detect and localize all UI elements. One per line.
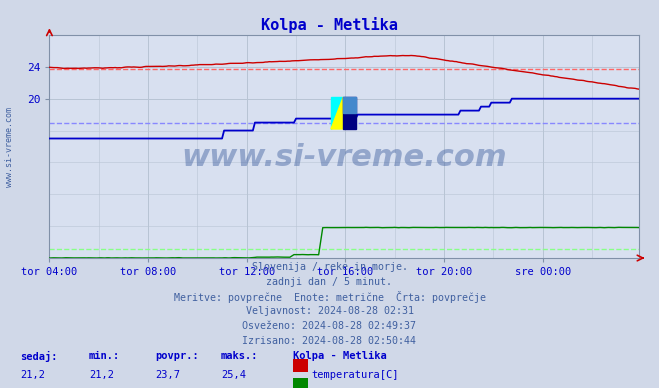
Text: Kolpa - Metlika: Kolpa - Metlika xyxy=(261,17,398,33)
Text: povpr.:: povpr.: xyxy=(155,351,198,361)
Text: Izrisano: 2024-08-28 02:50:44: Izrisano: 2024-08-28 02:50:44 xyxy=(243,336,416,346)
Text: Osveženo: 2024-08-28 02:49:37: Osveženo: 2024-08-28 02:49:37 xyxy=(243,321,416,331)
Text: Kolpa - Metlika: Kolpa - Metlika xyxy=(293,351,387,361)
Text: Meritve: povprečne  Enote: metrične  Črta: povprečje: Meritve: povprečne Enote: metrične Črta:… xyxy=(173,291,486,303)
Text: www.si-vreme.com: www.si-vreme.com xyxy=(5,107,14,187)
Text: min.:: min.: xyxy=(89,351,120,361)
Polygon shape xyxy=(343,97,356,129)
Text: www.si-vreme.com: www.si-vreme.com xyxy=(181,143,507,172)
Text: zadnji dan / 5 minut.: zadnji dan / 5 minut. xyxy=(266,277,393,287)
Text: 21,2: 21,2 xyxy=(89,370,114,380)
Text: sedaj:: sedaj: xyxy=(20,351,57,362)
Text: maks.:: maks.: xyxy=(221,351,258,361)
Text: Veljavnost: 2024-08-28 02:31: Veljavnost: 2024-08-28 02:31 xyxy=(246,306,413,316)
Polygon shape xyxy=(343,97,356,113)
Text: temperatura[C]: temperatura[C] xyxy=(312,370,399,380)
Text: Slovenija / reke in morje.: Slovenija / reke in morje. xyxy=(252,262,407,272)
Polygon shape xyxy=(331,97,343,129)
Text: 23,7: 23,7 xyxy=(155,370,180,380)
Polygon shape xyxy=(331,97,343,129)
Text: 21,2: 21,2 xyxy=(20,370,45,380)
Text: 25,4: 25,4 xyxy=(221,370,246,380)
